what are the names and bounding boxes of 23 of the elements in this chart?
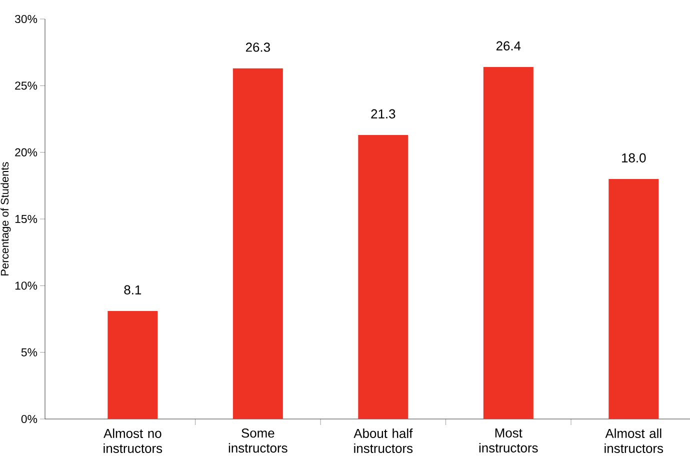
bar bbox=[108, 311, 158, 419]
bar bbox=[483, 66, 534, 419]
y-tick-label: 15% bbox=[15, 214, 38, 224]
data-label: 8.1 bbox=[124, 285, 142, 294]
x-tick-label: About half instructors bbox=[354, 428, 413, 453]
y-tick-label: 5% bbox=[21, 348, 38, 356]
bar bbox=[608, 178, 659, 419]
bar bbox=[232, 68, 283, 419]
y-axis-title: Percentage of Students bbox=[0, 162, 11, 276]
y-tick-label: 0% bbox=[21, 414, 38, 424]
y-tick-label: 30% bbox=[14, 14, 38, 24]
data-label: 18.0 bbox=[622, 153, 646, 162]
x-tick-label: Most instructors bbox=[479, 428, 538, 452]
x-tick-label: Some instructors bbox=[228, 428, 288, 453]
bar bbox=[358, 134, 408, 419]
data-label: 21.3 bbox=[371, 109, 396, 118]
y-tick-label: 20% bbox=[15, 148, 38, 156]
data-label: 26.4 bbox=[496, 41, 521, 50]
data-label: 26.3 bbox=[246, 42, 270, 52]
x-tick-label: Almost no instructors bbox=[104, 428, 162, 453]
y-tick-label: 25% bbox=[15, 82, 38, 90]
x-tick-label: Almost all instructors bbox=[604, 428, 664, 453]
y-tick-label: 10% bbox=[15, 282, 38, 290]
